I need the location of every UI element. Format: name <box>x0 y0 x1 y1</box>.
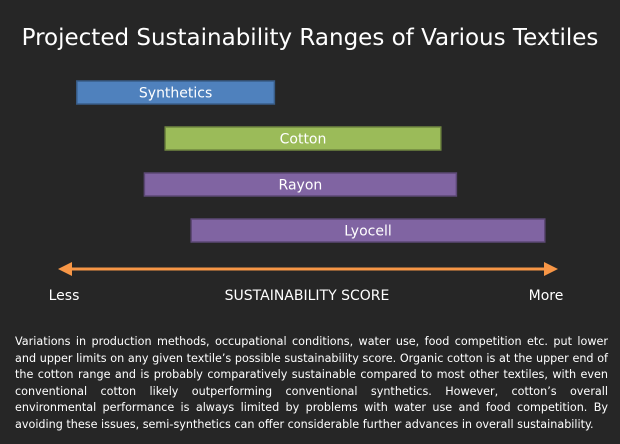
bar-rect-rayon <box>143 172 458 197</box>
axis-high-label: More <box>529 288 564 304</box>
axis-layer <box>58 262 558 276</box>
chart-title: Projected Sustainability Ranges of Vario… <box>22 25 599 51</box>
bar-synthetics: Synthetics <box>76 80 276 105</box>
chart-caption: Variations in production methods, occupa… <box>15 335 608 431</box>
bar-cotton: Cotton <box>164 126 442 151</box>
range-chart: Projected Sustainability Ranges of Vario… <box>22 25 599 304</box>
bars-layer: Synthetics Cotton Rayon Lyocell <box>76 80 546 243</box>
bar-label-synthetics: Synthetics <box>139 86 212 102</box>
bar-rayon: Rayon <box>143 172 458 197</box>
bar-label-cotton: Cotton <box>280 132 327 148</box>
bar-rect-synthetics <box>76 80 276 105</box>
axis-title: SUSTAINABILITY SCORE <box>225 288 390 304</box>
axis-arrow-left-icon <box>58 262 72 276</box>
axis-low-label: Less <box>49 288 80 304</box>
axis-arrow-right-icon <box>544 262 558 276</box>
bar-rect-lyocell <box>190 218 546 243</box>
bar-label-rayon: Rayon <box>279 178 323 194</box>
bar-label-lyocell: Lyocell <box>344 224 391 240</box>
bar-lyocell: Lyocell <box>190 218 546 243</box>
bar-rect-cotton <box>164 126 442 151</box>
